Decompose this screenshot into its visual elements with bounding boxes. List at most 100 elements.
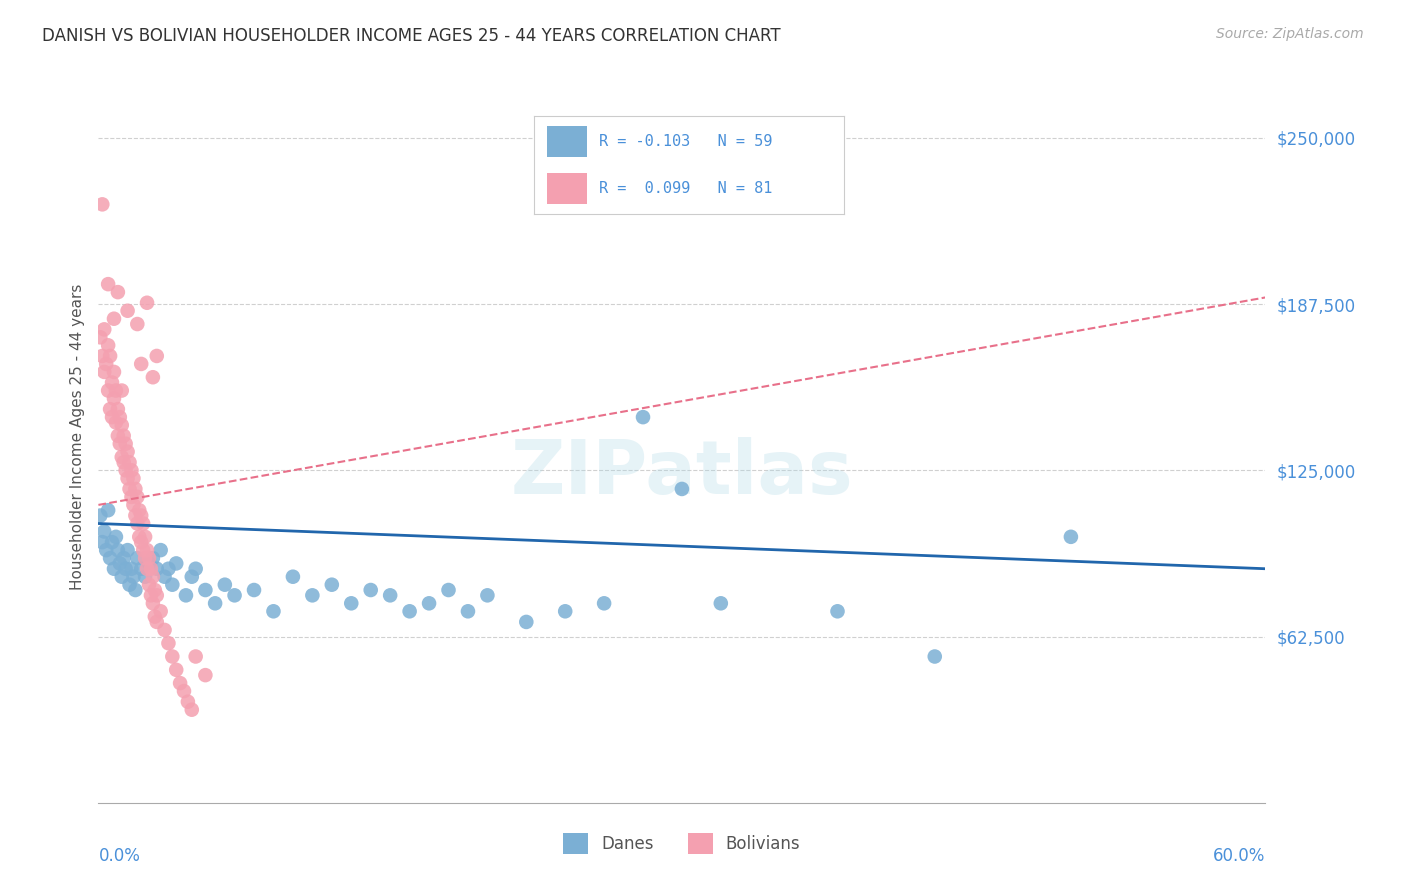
Point [128,503,150,517]
Point [138,551,160,566]
Point [477,588,499,602]
Point [127,317,149,331]
Point [122,570,145,584]
Point [128,530,150,544]
Point [89,330,111,344]
Point [184,649,207,664]
Point [134,530,156,544]
Point [134,551,156,566]
Point [157,562,180,576]
Point [380,588,402,602]
Point [710,596,733,610]
Point [96,543,118,558]
Point [142,596,165,610]
Point [180,570,202,584]
Text: Source: ZipAtlas.com: Source: ZipAtlas.com [1216,27,1364,41]
Point [97,338,120,352]
Point [114,562,136,576]
Point [146,562,169,576]
Point [129,357,152,371]
Point [111,384,134,398]
Point [117,543,139,558]
Point [1060,530,1083,544]
Point [101,376,124,390]
Point [184,562,207,576]
Point [146,615,169,629]
Point [398,604,420,618]
Point [143,609,166,624]
Point [457,604,479,618]
Point [129,508,152,523]
Point [262,604,284,618]
Point [101,410,124,425]
Point [97,384,120,398]
Point [149,543,172,558]
Point [104,384,127,398]
Point [149,604,172,618]
Point [136,562,159,576]
Point [153,623,176,637]
Point [554,604,576,618]
Text: 60.0%: 60.0% [1213,847,1265,864]
Bar [547,173,586,204]
Point [117,471,139,485]
Point [108,410,131,425]
Point [143,582,166,597]
Point [104,416,127,430]
Point [360,582,382,597]
Point [104,530,127,544]
Point [98,402,121,417]
Point [112,455,135,469]
Point [243,582,266,597]
Point [122,471,145,485]
Point [165,557,187,571]
Point [121,463,143,477]
Point [91,535,114,549]
Point [194,668,217,682]
Point [127,490,149,504]
Point [136,543,159,558]
Point [121,562,143,576]
Point [138,577,160,591]
Point [165,663,187,677]
Point [114,463,136,477]
Point [91,197,114,211]
Point [224,588,246,602]
Point [301,588,323,602]
Point [121,490,143,504]
Point [101,535,124,549]
Point [93,365,115,379]
Point [108,436,131,450]
Point [129,535,152,549]
Point [132,543,155,558]
Point [173,684,195,698]
Point [132,516,155,531]
Point [162,649,184,664]
Point [138,557,160,571]
Point [142,551,165,566]
Point [281,570,304,584]
Point [142,570,165,584]
Text: ZIPatlas: ZIPatlas [510,437,853,510]
Legend: Danes, Bolivians: Danes, Bolivians [557,827,807,860]
Point [139,588,162,602]
Point [112,551,135,566]
Point [924,649,946,664]
Point [107,402,129,417]
Point [107,429,129,443]
Point [437,582,460,597]
Point [108,557,131,571]
Point [124,508,146,523]
Point [214,577,236,591]
Point [136,295,159,310]
Point [103,311,125,326]
Point [117,444,139,458]
Point [127,516,149,531]
Point [118,577,141,591]
Point [97,503,120,517]
Point [89,508,111,523]
Point [93,524,115,539]
Point [91,349,114,363]
Point [515,615,537,629]
Point [194,582,217,597]
